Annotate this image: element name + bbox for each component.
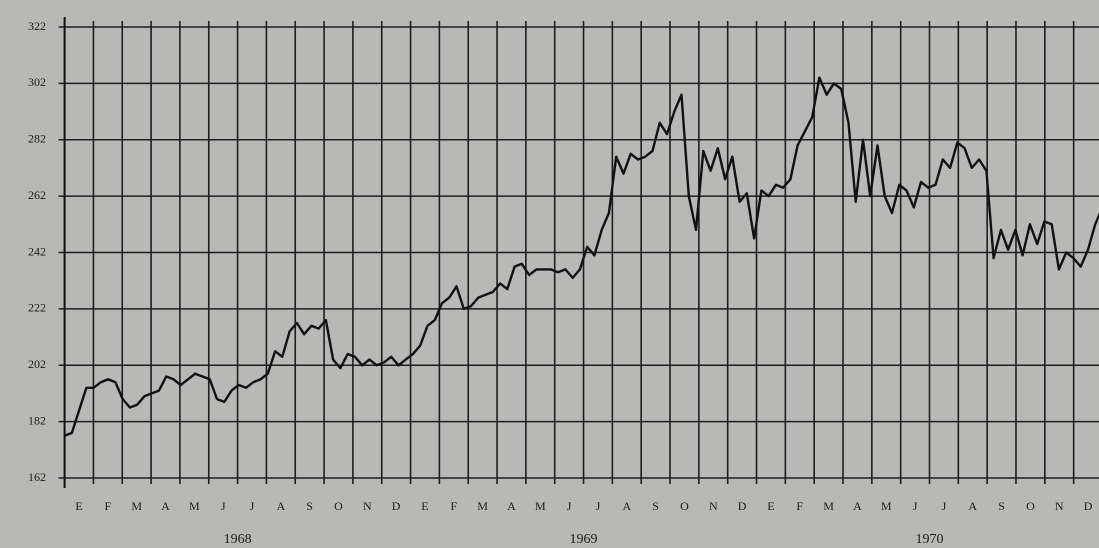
y-tick-label: 322 <box>28 19 46 33</box>
x-tick-label: J <box>221 499 226 513</box>
x-tick-label: O <box>680 499 689 513</box>
x-tick-label: S <box>306 499 313 513</box>
x-tick-label: J <box>596 499 601 513</box>
year-label: 1970 <box>916 532 944 547</box>
y-tick-label: 302 <box>28 75 46 89</box>
x-tick-label: O <box>334 499 343 513</box>
y-tick-label: 182 <box>28 413 46 427</box>
x-tick-label: M <box>189 499 200 513</box>
x-tick-label: D <box>1084 499 1093 513</box>
year-label: 1969 <box>570 532 598 547</box>
x-tick-label: S <box>998 499 1005 513</box>
x-tick-label: N <box>363 499 372 513</box>
x-tick-label: J <box>913 499 918 513</box>
y-tick-label: 202 <box>28 357 46 371</box>
x-tick-label: A <box>968 499 977 513</box>
x-tick-label: D <box>392 499 401 513</box>
x-tick-label: M <box>131 499 142 513</box>
y-tick-label: 282 <box>28 132 46 146</box>
x-tick-label: J <box>567 499 572 513</box>
x-tick-label: D <box>738 499 747 513</box>
x-tick-label: F <box>105 499 112 513</box>
x-tick-label: E <box>75 499 82 513</box>
x-tick-label: J <box>250 499 255 513</box>
x-tick-label: O <box>1026 499 1035 513</box>
x-tick-label: M <box>823 499 834 513</box>
x-tick-label: M <box>477 499 488 513</box>
x-tick-label: E <box>767 499 774 513</box>
data-line <box>64 76 1099 437</box>
x-tick-label: A <box>276 499 285 513</box>
y-tick-label: 222 <box>28 301 46 315</box>
x-tick-label: E <box>421 499 428 513</box>
x-tick-label: N <box>1055 499 1064 513</box>
y-tick-label: 262 <box>28 188 46 202</box>
x-tick-label: A <box>622 499 631 513</box>
x-tick-label: N <box>709 499 718 513</box>
x-tick-label: J <box>942 499 947 513</box>
y-tick-label: 242 <box>28 244 46 258</box>
y-tick-label: 162 <box>28 470 46 484</box>
x-tick-label: F <box>796 499 803 513</box>
x-tick-label: A <box>853 499 862 513</box>
x-tick-label: M <box>535 499 546 513</box>
x-tick-label: M <box>881 499 892 513</box>
x-tick-label: A <box>161 499 170 513</box>
x-tick-label: A <box>507 499 516 513</box>
year-label: 1968 <box>224 532 252 547</box>
x-tick-label: S <box>652 499 659 513</box>
x-tick-label: F <box>450 499 457 513</box>
